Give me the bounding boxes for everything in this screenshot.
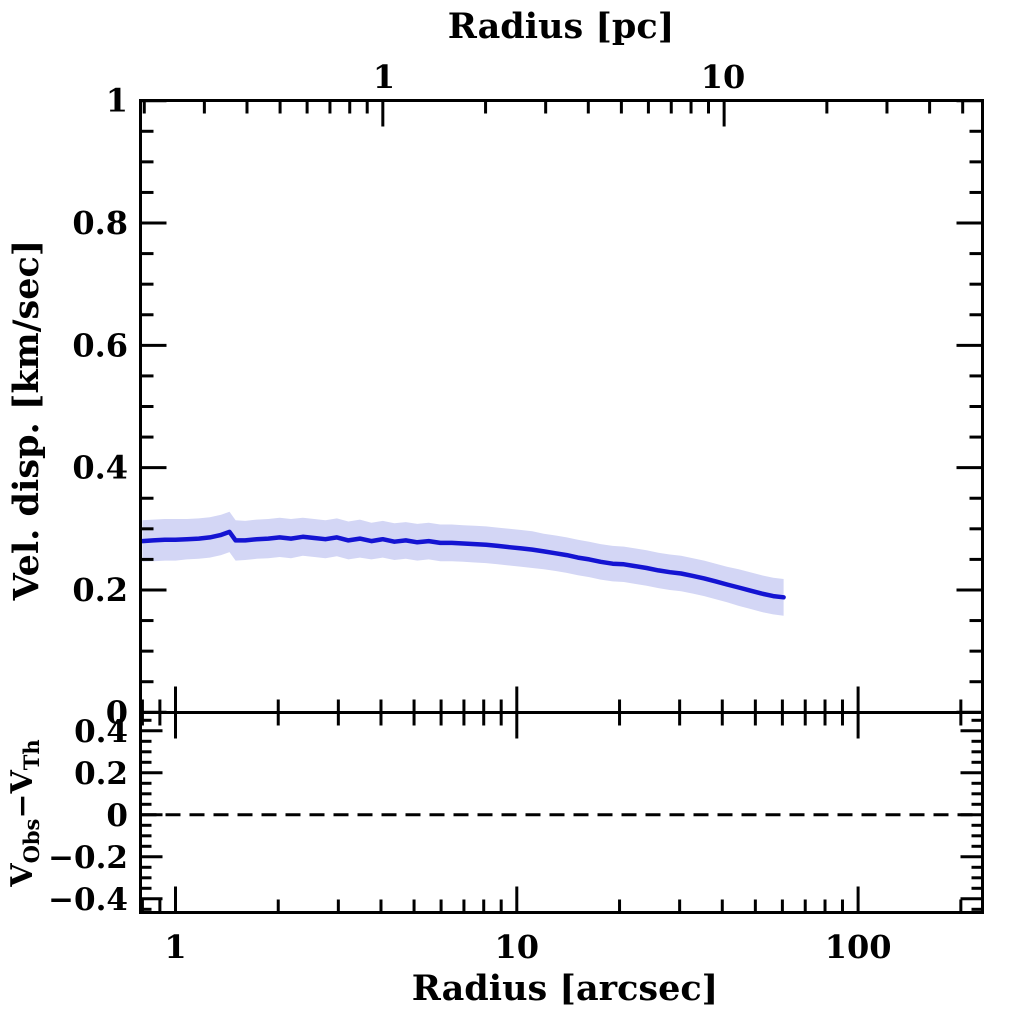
top-axis-title: Radius [pc] (448, 6, 675, 47)
x-axis-tick-label-1: 1 (164, 928, 186, 966)
top-axis-tick-label-10pc: 10 (701, 58, 746, 96)
main-y-tick-label: 0.4 (72, 449, 128, 487)
x-axis-tick-label-100: 100 (825, 928, 892, 966)
main-y-tick-label: 0.6 (72, 326, 128, 364)
residual-y-tick-label: −0.2 (48, 840, 128, 876)
generated-plot-content: 0 0.2 0.4 0.6 0.8 1 −0.4 −0.2 0 0.2 0.4 (48, 82, 983, 918)
main-y-axis-title: Vel. disp. [km/sec] (6, 240, 47, 602)
main-y-tick-label: 1 (106, 82, 128, 120)
main-y-tick-label: 0.8 (72, 204, 128, 242)
x-axis-title: Radius [arcsec] (412, 968, 719, 1009)
residual-y-tick-label: 0.4 (74, 714, 128, 750)
residual-y-tick-label: 0.2 (74, 756, 128, 792)
residual-y-tick-label: −0.4 (48, 882, 128, 918)
x-axis-tick-label-10: 10 (495, 928, 540, 966)
residual-y-tick-label: 0 (106, 798, 128, 834)
main-y-tick-label: 0.2 (72, 571, 128, 609)
residual-panel-frame (139, 711, 984, 914)
top-axis-tick-label-1pc: 1 (373, 58, 395, 96)
residual-y-axis-title: VObs−VTh (5, 739, 44, 887)
main-y-tick-label: 0 (106, 693, 128, 731)
velocity-dispersion-curve (140, 529, 786, 600)
